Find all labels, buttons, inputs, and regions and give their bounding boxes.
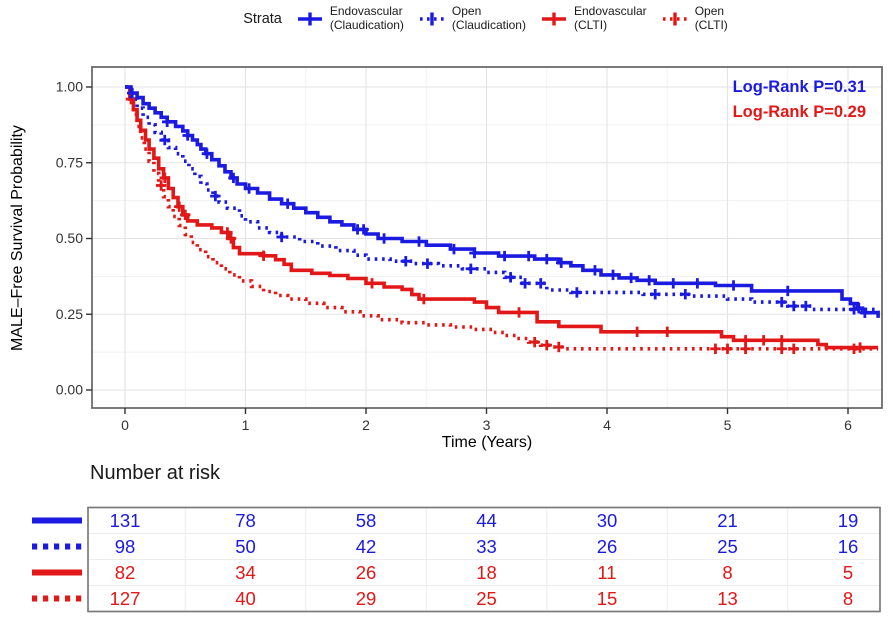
legend-item-label: Endovascular (Claudication): [329, 4, 404, 32]
risk-count: 34: [235, 562, 256, 583]
risk-count: 50: [235, 536, 256, 557]
y-axis-title: MALE–Free Survival Probability: [9, 125, 26, 351]
risk-count: 40: [235, 588, 256, 609]
axis-ticks: 0 1 2 3 4 5 6 1.00 0.75 0.50 0.25 0.00: [56, 79, 852, 434]
risk-count: 131: [110, 510, 141, 531]
risk-count: 26: [597, 536, 618, 557]
legend-label-line1: Open: [694, 4, 725, 18]
y-tick-label: 0.25: [56, 306, 83, 322]
legend-items: Endovascular (Claudication) Open (Claudicat…: [297, 4, 728, 32]
log-rank-annotation-1: Log-Rank P=0.29: [733, 103, 866, 121]
legend-item-label: Endovascular (CLTI): [573, 4, 647, 32]
legend-label-line1: Endovascular: [573, 4, 647, 18]
x-tick-label: 0: [121, 417, 129, 433]
risk-count: 44: [476, 510, 497, 531]
log-rank-annotation-0: Log-Rank P=0.31: [733, 78, 866, 96]
risk-count: 8: [843, 588, 853, 609]
risk-count: 42: [356, 536, 377, 557]
risk-count: 19: [838, 510, 859, 531]
y-tick-label: 0.50: [56, 230, 83, 246]
x-axis-title: Time (Years): [442, 434, 532, 451]
legend-item-open-clti: Open (CLTI): [662, 4, 728, 32]
x-tick-label: 3: [483, 417, 491, 433]
x-tick-label: 2: [362, 417, 370, 433]
risk-count: 30: [597, 510, 618, 531]
risk-count: 26: [356, 562, 377, 583]
risk-count: 58: [356, 510, 377, 531]
risk-count: 82: [115, 562, 136, 583]
km-curve-endovascular-clti: [125, 85, 879, 350]
y-tick-label: 0.75: [56, 154, 83, 170]
dotted-line-key-icon: [419, 12, 444, 25]
risk-table-title: Number at risk: [90, 462, 221, 484]
risk-count: 78: [235, 510, 256, 531]
risk-count: 8: [722, 562, 732, 583]
y-tick-label: 0.00: [56, 382, 83, 398]
risk-count: 33: [476, 536, 497, 557]
x-tick-label: 4: [603, 417, 611, 433]
risk-count: 11: [597, 562, 616, 583]
log-rank-annotations: Log-Rank P=0.31 Log-Rank P=0.29: [733, 78, 866, 121]
grid-lines: [92, 67, 882, 408]
km-curve-open-claudication: [125, 85, 880, 312]
legend-title: Strata: [243, 10, 282, 27]
risk-count: 16: [838, 536, 859, 557]
x-tick-label: 6: [844, 417, 852, 433]
legend-item-label: Open (CLTI): [694, 4, 728, 32]
censor-marks-open-claudication: [159, 134, 860, 315]
risk-count: 29: [356, 588, 377, 609]
survival-curves: [125, 85, 880, 354]
legend-label-line2: (Claudication): [329, 17, 404, 32]
legend-item-endovascular-clti: Endovascular (CLTI): [541, 4, 647, 32]
risk-count: 98: [115, 536, 136, 557]
legend-label-line1: Endovascular: [329, 4, 403, 18]
solid-plus-key-icon: [541, 12, 566, 25]
x-tick-label: 5: [724, 417, 732, 433]
legend-label-line2: (Claudication): [451, 17, 526, 32]
legend-item-endovascular-claudication: Endovascular (Claudication): [297, 4, 404, 32]
risk-table-border: [87, 506, 881, 613]
legend-item-label: Open (Claudication): [451, 4, 526, 32]
risk-count: 13: [717, 588, 738, 609]
km-curve-endovascular-claudication: [125, 85, 880, 318]
risk-count: 25: [476, 588, 497, 609]
risk-count: 5: [843, 562, 853, 583]
risk-count: 15: [597, 588, 618, 609]
legend-label-line1: Open: [451, 4, 482, 18]
risk-count: 18: [476, 562, 497, 583]
solid-plus-key-icon: [297, 12, 322, 25]
legend-label-line2: (CLTI): [694, 17, 728, 32]
y-tick-label: 1.00: [56, 79, 83, 95]
censor-marks-endovascular-claudication: [127, 87, 871, 318]
strata-legend: Strata Endovascular (Claudication) Open (Cl…: [0, 4, 893, 32]
x-tick-label: 1: [242, 417, 250, 433]
dotted-line-key-icon: [662, 12, 687, 25]
legend-item-open-claudication: Open (Claudication): [419, 4, 526, 32]
risk-count: 21: [717, 510, 738, 531]
risk-count: 127: [110, 588, 141, 609]
risk-count: 25: [717, 536, 738, 557]
legend-label-line2: (CLTI): [573, 17, 608, 32]
